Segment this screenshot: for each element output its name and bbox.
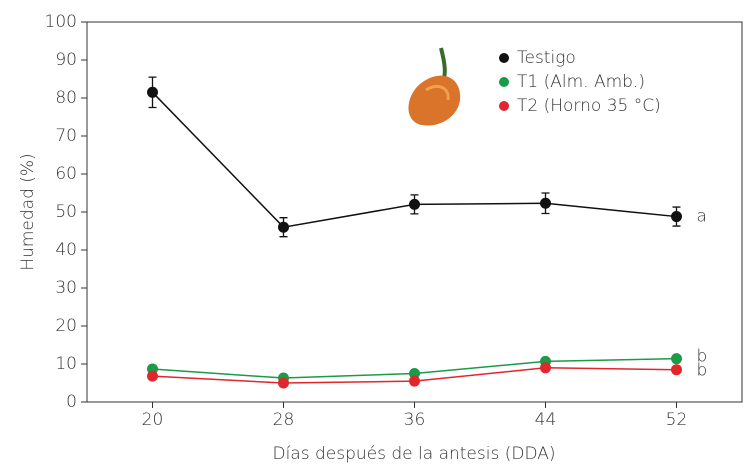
x-tick-label: 52 (666, 410, 688, 430)
y-tick-label: 70 (55, 126, 77, 146)
point (671, 353, 682, 365)
annotation: b (697, 361, 708, 381)
point (409, 198, 420, 210)
legend-label: T2 (Horno 35 °C) (517, 96, 661, 116)
legend-marker (499, 101, 509, 111)
legend-marker (499, 77, 509, 87)
x-axis-label: Días después de la antesis (DDA) (272, 444, 555, 464)
legend-label: T1 (Alm. Amb.) (517, 72, 645, 92)
y-tick-label: 100 (45, 12, 77, 32)
point (409, 375, 420, 387)
annotation: b (697, 347, 708, 367)
y-tick-label: 50 (55, 202, 77, 222)
y-tick-label: 10 (55, 354, 77, 374)
x-tick-label: 28 (273, 410, 295, 430)
point (671, 211, 682, 223)
y-tick-label: 0 (66, 392, 77, 412)
x-tick-label: 36 (404, 410, 426, 430)
point (540, 197, 551, 209)
point (671, 364, 682, 376)
y-tick-label: 80 (55, 88, 77, 108)
pepper-image (408, 47, 461, 126)
y-tick-label: 40 (55, 240, 77, 260)
y-tick-label: 30 (55, 278, 77, 298)
x-tick-label: 44 (535, 410, 557, 430)
point (409, 368, 420, 379)
x-tick-label: 20 (142, 410, 164, 430)
point (278, 377, 289, 389)
legend-label: Testigo (517, 48, 576, 68)
annotation: a (697, 207, 707, 227)
legend-marker (499, 53, 509, 63)
y-tick-label: 60 (55, 164, 77, 184)
y-tick-label: 20 (55, 316, 77, 336)
point (540, 362, 551, 374)
point (278, 221, 289, 233)
y-tick-label: 90 (55, 50, 77, 70)
point (147, 370, 158, 382)
y-axis-label: Humedad (%) (18, 153, 38, 270)
point (147, 86, 158, 98)
